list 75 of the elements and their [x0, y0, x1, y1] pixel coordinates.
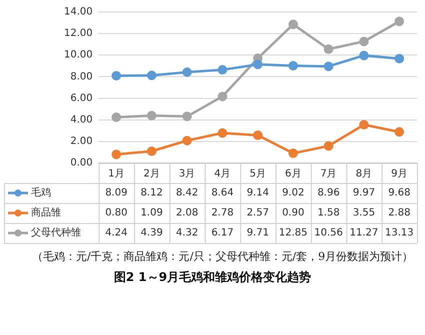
- data-label: 1.09: [140, 208, 163, 219]
- data-label: 0.90: [282, 208, 304, 219]
- data-label: 8.42: [176, 188, 198, 199]
- point: [146, 70, 156, 80]
- point: [218, 128, 228, 138]
- data-label: 13.13: [384, 228, 414, 239]
- point: [359, 120, 369, 130]
- point: [218, 92, 228, 102]
- x-tick-label: 4月: [214, 168, 231, 180]
- x-tick-label: 1月: [108, 168, 125, 180]
- point: [288, 148, 298, 158]
- data-label: 10.56: [314, 228, 343, 239]
- point: [253, 60, 263, 70]
- point: [359, 36, 369, 46]
- data-label: 9.97: [352, 188, 376, 199]
- point: [324, 141, 334, 151]
- data-label: 2.78: [211, 208, 234, 219]
- point: [146, 146, 156, 156]
- point: [324, 44, 334, 54]
- data-label: 2.08: [176, 208, 198, 219]
- data-label: 2.57: [246, 208, 269, 219]
- point: [112, 150, 122, 160]
- data-label: 1.58: [317, 208, 340, 219]
- y-tick-label: 4.00: [70, 114, 93, 126]
- point: [182, 112, 192, 122]
- y-tick-label: 8.00: [70, 71, 93, 82]
- data-label: 8.09: [105, 188, 128, 199]
- y-tick-label: 2.00: [70, 136, 93, 148]
- data-label: 2.88: [388, 208, 410, 219]
- y-tick-label: 12.00: [64, 28, 93, 40]
- data-label: 4.24: [105, 228, 128, 239]
- y-tick-label: 6.00: [70, 92, 93, 104]
- x-tick-label: 7月: [320, 168, 337, 180]
- point: [253, 130, 263, 140]
- point: [182, 136, 192, 146]
- point: [394, 16, 404, 26]
- data-label: 4.32: [176, 228, 198, 239]
- legend-label: 商品雏: [31, 206, 61, 219]
- point: [146, 110, 156, 120]
- x-tick-label: 5月: [250, 168, 266, 180]
- point: [182, 67, 192, 77]
- data-label: 11.27: [350, 228, 378, 239]
- point: [288, 20, 298, 30]
- x-tick-label: 2月: [144, 168, 160, 180]
- data-label: 12.85: [278, 228, 308, 239]
- data-label: 9.71: [246, 228, 269, 239]
- point: [288, 60, 298, 70]
- data-label: 8.96: [317, 188, 340, 199]
- data-label: 6.17: [211, 228, 234, 239]
- y-tick-label: 10.00: [64, 50, 93, 61]
- x-tick-label: 3月: [178, 168, 196, 180]
- data-label: 9.68: [388, 188, 410, 199]
- data-label: 9.14: [246, 188, 269, 199]
- x-tick-label: 6月: [285, 168, 302, 180]
- x-tick-label: 9月: [391, 168, 408, 180]
- text: （毛鸡：元/千克；商品雏鸡：元/只；父母代种雏：元/套，9月份数据为预计）: [31, 249, 414, 265]
- data-label: 0.80: [105, 208, 128, 219]
- legend-label: 毛鸡: [31, 186, 51, 199]
- data-label: 3.55: [352, 208, 376, 219]
- point: [394, 127, 404, 137]
- point: [394, 54, 404, 64]
- data-label: 4.39: [140, 228, 163, 239]
- point: [359, 50, 369, 60]
- y-tick-label: 0.00: [70, 158, 93, 169]
- legend-label: 父母代种雏: [31, 226, 81, 239]
- point: [112, 70, 122, 80]
- point: [112, 112, 122, 122]
- point: [218, 65, 228, 75]
- point: [324, 62, 334, 72]
- data-label: 9.02: [282, 188, 304, 199]
- data-label: 8.12: [140, 188, 163, 199]
- text: 图2 1～9月毛鸡和雏鸡价格变化趋势: [112, 269, 312, 286]
- y-tick-label: 14.00: [64, 6, 93, 18]
- data-label: 8.64: [211, 188, 234, 199]
- x-tick-label: 8月: [356, 168, 372, 180]
